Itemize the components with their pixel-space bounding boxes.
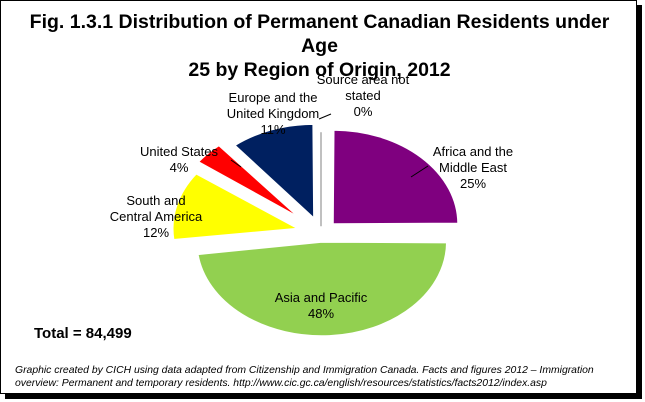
source-line-1: Graphic created by CICH using data adapt… <box>15 365 594 376</box>
slice-label-4: Europe and the United Kingdom 11% <box>227 90 320 137</box>
leader-line-2 <box>318 113 332 120</box>
slice-value-label-0: 25% <box>460 176 486 191</box>
pie-slice-4 <box>233 123 315 220</box>
slice-label-0: Africa and the Middle East 25% <box>433 144 513 191</box>
slice-name-label-5: Source area not <box>317 72 410 87</box>
source-line-2: overview: Permanent and temporary reside… <box>15 378 547 389</box>
slice-name-label-2: Central America <box>110 209 203 224</box>
slice-label-2: South and Central America 12% <box>110 193 203 240</box>
slice-name-label-1: Asia and Pacific <box>275 290 368 305</box>
leader-line-0 <box>410 165 429 178</box>
slice-label-1: Asia and Pacific 48% <box>275 290 368 321</box>
pie-slice-2 <box>172 172 301 241</box>
chart-title: Fig. 1.3.1 Distribution of Permanent Can… <box>11 10 628 82</box>
chart-frame: Fig. 1.3.1 Distribution of Permanent Can… <box>0 0 637 394</box>
chart-title-line-1: Fig. 1.3.1 Distribution of Permanent Can… <box>29 11 610 57</box>
pie-slice-3 <box>197 144 300 219</box>
slice-value-label-3: 4% <box>170 160 189 175</box>
slice-name-label-4: Europe and the <box>229 90 318 105</box>
pie-slice-1 <box>196 241 448 337</box>
pie-slice-0 <box>332 129 459 225</box>
slice-label-3: United States 4% <box>140 144 219 175</box>
slice-label-5: Source area not stated 0% <box>317 72 410 119</box>
total-label: Total = 84,499 <box>34 325 132 342</box>
slice-name-label-2: South and <box>126 193 185 208</box>
chart-title-line-2: 25 by Region of Origin, 2012 <box>188 59 451 81</box>
slice-value-label-1: 48% <box>308 306 334 321</box>
slice-value-label-4: 11% <box>260 122 285 137</box>
slice-value-label-2: 12% <box>143 225 169 240</box>
slice-name-label-0: Africa and the <box>433 144 513 159</box>
source-note: Graphic created by CICH using data adapt… <box>15 364 625 390</box>
slice-value-label-5: 0% <box>354 104 373 119</box>
slice-name-label-4: United Kingdom <box>227 106 320 121</box>
slice-name-label-5: stated <box>345 88 380 103</box>
slice-name-label-0: Middle East <box>439 160 507 175</box>
leader-line-1 <box>230 159 242 168</box>
slice-name-label-3: United States <box>140 144 219 159</box>
pie-chart: Africa and the Middle East 25% Asia and Pac… <box>110 72 513 337</box>
